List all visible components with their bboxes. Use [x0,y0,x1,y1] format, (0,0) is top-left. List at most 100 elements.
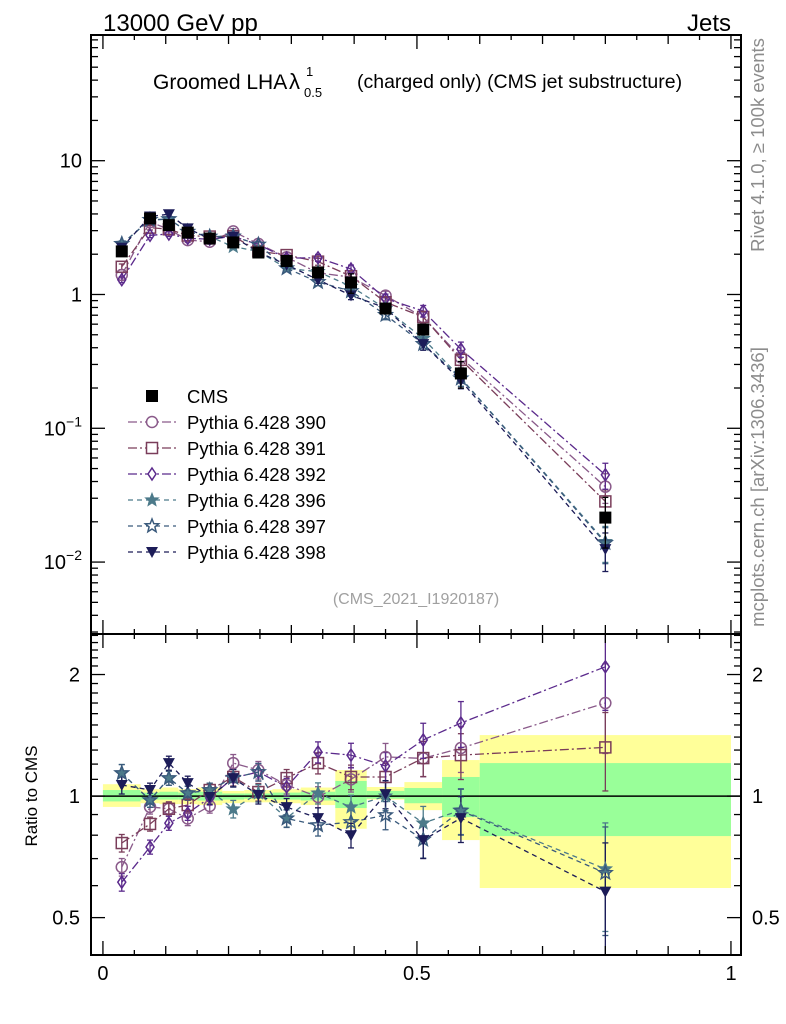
ratio-error-bar-392 [457,700,464,749]
cms-data-point [181,226,194,239]
ratio-point-397 [249,762,268,780]
main-y-tick-label: 1 [71,285,82,307]
ratio-error-bar-391 [602,711,609,792]
data-point-392 [456,341,466,357]
legend-label: Pythia 6.428 398 [187,542,326,563]
ratio-point-396 [225,800,241,816]
legend-label: Pythia 6.428 396 [187,490,326,511]
legend-marker [146,547,158,558]
ratio-series-line-390 [121,702,606,868]
ratio-point-391 [280,771,293,785]
ratio-y-tick-label-right: 1 [752,786,763,808]
legend-entry-390: Pythia 6.428 390 [128,412,326,433]
ratio-point-390 [379,750,392,764]
ratio-point-397 [113,763,131,781]
ratio-point-398 [162,758,175,770]
ratio-point-396 [310,784,326,800]
ratio-point-398 [144,785,157,797]
main-y-tick-label-exponent: −2 [66,547,82,563]
ratio-axis-label: Ratio to CMS [22,745,41,846]
ratio-point-396 [415,814,431,830]
cms-data-point [417,323,430,336]
main-y-tick-label-exponent: −1 [66,413,82,429]
title-symbol: λ [289,69,300,94]
legend-label: Pythia 6.428 391 [187,438,326,459]
legend-entry-398: Pythia 6.428 398 [128,542,326,563]
ratio-point-390 [181,812,194,825]
ratio-point-390 [599,696,612,710]
ratio-point-398 [115,780,128,792]
ratio-point-398 [345,830,357,842]
legend-marker [147,466,157,482]
title-subscript: 0.5 [304,85,322,100]
cms-data-point [454,367,467,380]
ratio-point-392 [380,758,391,774]
series-line-390 [121,221,606,488]
ratio-point-397 [160,768,178,786]
ratio-point-392 [163,815,174,831]
error-bar-392 [602,462,609,490]
data-point-392 [163,226,174,242]
ratio-point-392 [456,715,466,731]
cms-data-point [345,276,357,289]
ratio-point-390 [280,778,293,792]
legend-marker [144,491,160,507]
ratio-y-tick-label-left: 0.5 [52,908,80,930]
ratio-point-398 [379,789,392,801]
main-y-tick-label-base: 10 [60,151,82,173]
series-line-396 [121,218,606,543]
main-y-tick-label: 10−1 [44,413,82,440]
data-point-392 [116,272,127,288]
main-y-tick-label-base: 10 [44,418,66,440]
legend-label: Pythia 6.428 390 [187,412,326,433]
ratio-point-392 [418,732,429,748]
main-y-tick-label-base: 1 [71,285,82,307]
ratio-point-391 [454,748,468,762]
ratio-error-bar-392 [348,742,354,769]
cms-data-point [115,245,128,258]
data-point-391 [416,310,430,324]
ratio-point-397 [376,805,395,823]
legend-entry-397: Pythia 6.428 397 [128,516,326,537]
main-y-tick-label-base: 10 [44,552,66,574]
ratio-point-396 [343,799,359,814]
ratio-point-397 [309,816,327,833]
cms-data-point [227,236,240,249]
ratio-point-391 [416,751,430,765]
ratio-point-392 [346,747,356,763]
analysis-watermark: (CMS_2021_I1920187) [333,591,499,608]
ratio-series-lines [121,666,606,893]
data-point-390 [115,268,129,282]
mcplots-reference-label: mcplots.cern.ch [arXiv:1306.3436] [747,347,768,627]
ratio-point-390 [454,741,468,755]
axis-ticks [91,35,741,955]
x-tick-label: 0.5 [403,963,431,985]
ratio-y-tick-label-left: 1 [69,786,80,808]
legend-marker [145,441,159,455]
ratio-point-392 [600,659,611,675]
data-point-392 [145,227,155,243]
ratio-markers [113,659,614,898]
legend: CMS Pythia 6.428 390 Pythia 6.428 391 Pythi… [128,386,326,563]
rivet-version-label: Rivet 4.1.0, ≥ 100k events [747,38,768,252]
legend-entry-396: Pythia 6.428 396 [128,490,326,511]
ratio-point-397 [179,783,197,801]
cms-data-point [203,232,216,245]
cms-data-point [144,212,157,225]
ratio-point-398 [417,835,430,847]
ratio-point-397 [596,863,614,881]
cms-data-point [379,302,392,315]
title-superscript: 1 [306,64,313,79]
legend-entry-cms: CMS [146,386,228,407]
ratio-y-tick-label-left: 2 [69,665,80,687]
ratio-point-391 [115,836,129,850]
main-y-tick-label: 10 [60,151,82,173]
ratio-point-398 [312,813,325,825]
ratio-point-392 [313,744,323,760]
legend-entry-391: Pythia 6.428 391 [128,438,326,459]
ratio-point-391 [162,802,176,816]
cms-data-point [162,219,175,232]
ratio-point-391 [181,798,194,812]
ratio-point-397 [342,813,360,830]
